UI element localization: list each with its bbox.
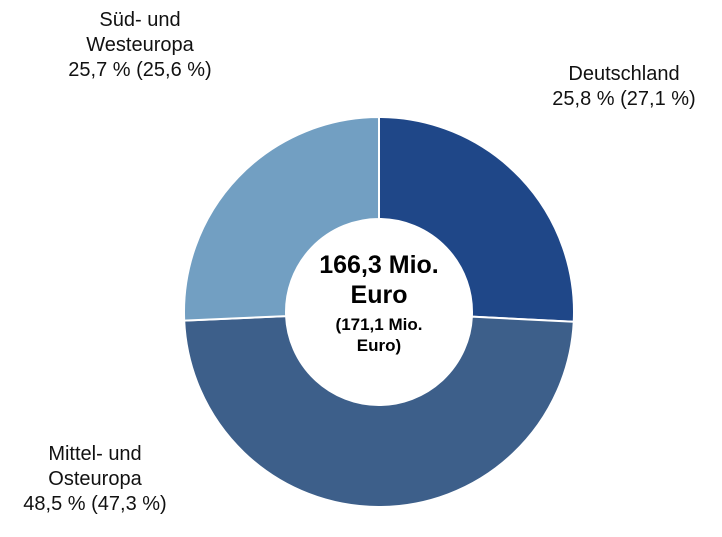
value-label: 25,8 % (27,1 %) (552, 88, 696, 110)
category-label: Süd- und Westeuropa (86, 9, 194, 56)
value-label: 25,7 % (25,6 %) (68, 59, 212, 81)
slice-label: Deutschland 25,8 % (27,1 %) (509, 62, 722, 112)
center-text: 166,3 Mio. Euro (171,1 Mio. Euro) (299, 250, 459, 356)
category-label: Mittel- und Osteuropa (48, 443, 142, 490)
category-label: Deutschland (568, 63, 680, 85)
center-label: 166,3 Mio. Euro (319, 251, 439, 309)
slice-label: Süd- und Westeuropa 25,7 % (25,6 %) (40, 8, 240, 83)
slice-label: Mittel- und Osteuropa 48,5 % (47,3 %) (0, 442, 195, 517)
donut-hole (286, 219, 472, 405)
center-sublabel: (171,1 Mio. Euro) (335, 315, 423, 355)
value-label: 48,5 % (47,3 %) (23, 493, 167, 515)
